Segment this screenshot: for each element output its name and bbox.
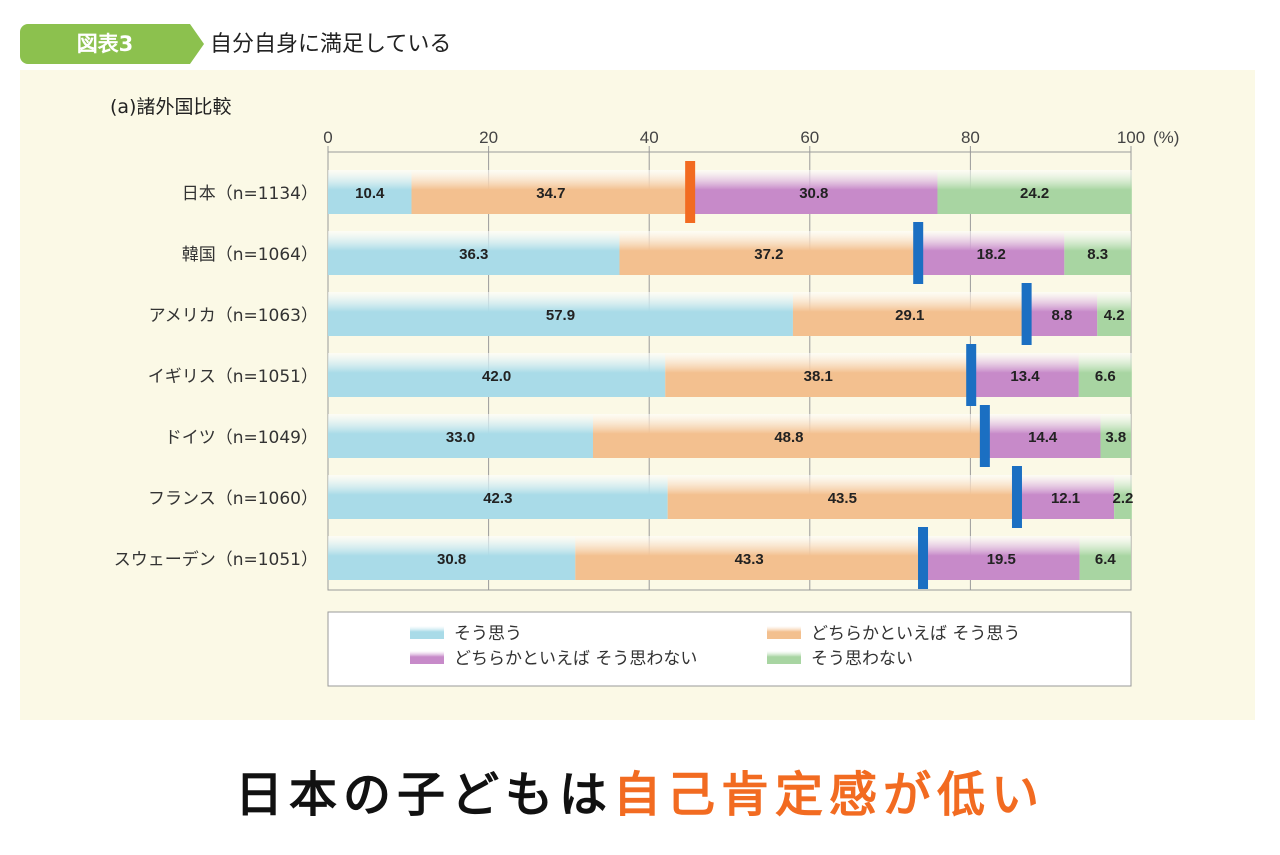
- data-label: 2.2: [1113, 490, 1134, 507]
- data-label: 30.8: [437, 551, 466, 568]
- data-label: 4.2: [1104, 307, 1125, 324]
- data-label: 43.5: [828, 490, 857, 507]
- legend-label: どちらかといえば そう思わない: [454, 649, 697, 669]
- bar-segment: [411, 170, 691, 214]
- bar-segment: [1078, 353, 1132, 397]
- legend-label: そう思う: [454, 624, 522, 644]
- category-label: スウェーデン（n=1051）: [114, 549, 318, 570]
- agreement-marker: [1011, 466, 1022, 528]
- category-label: 韓国（n=1064）: [182, 245, 318, 265]
- bar-segment: [328, 536, 576, 580]
- data-label: 8.8: [1052, 307, 1073, 324]
- data-label: 36.3: [459, 246, 488, 263]
- agreement-marker: [1021, 283, 1032, 345]
- data-label: 6.4: [1095, 551, 1117, 568]
- data-label: 37.2: [754, 246, 783, 263]
- caption-part2: 自己肯定感が低い: [613, 767, 1046, 823]
- chart-subtitle: (a)諸外国比較: [110, 96, 232, 118]
- category-label: ドイツ（n=1049）: [165, 428, 318, 448]
- x-tick-label: 0: [323, 128, 332, 147]
- bar-segment: [1016, 475, 1115, 519]
- bar-segment: [328, 475, 668, 519]
- data-label: 30.8: [799, 185, 828, 202]
- data-label: 18.2: [977, 246, 1006, 263]
- data-label: 42.0: [482, 368, 511, 385]
- data-label: 12.1: [1051, 490, 1080, 507]
- category-label: イギリス（n=1051）: [148, 367, 318, 387]
- legend-swatch: [767, 626, 801, 639]
- data-label: 34.7: [536, 185, 565, 202]
- agreement-marker: [685, 161, 696, 223]
- bar-segment: [792, 292, 1027, 336]
- legend-label: そう思わない: [811, 649, 913, 669]
- data-label: 33.0: [446, 429, 475, 446]
- agreement-marker: [966, 344, 977, 406]
- agreement-marker: [918, 527, 929, 589]
- bar-segment: [592, 414, 985, 458]
- data-label: 29.1: [895, 307, 924, 324]
- data-label: 48.8: [774, 429, 803, 446]
- caption-part1: 日本の子どもは: [234, 767, 613, 823]
- bar-segment: [1114, 475, 1132, 519]
- bar-segment: [937, 170, 1132, 214]
- bar-segment: [1079, 536, 1131, 580]
- x-tick-label: 60: [800, 128, 819, 147]
- bar-segment: [619, 231, 919, 275]
- bar-segment: [1097, 292, 1131, 336]
- legend-swatch: [767, 651, 801, 664]
- bar-segment: [328, 353, 666, 397]
- bar-segment: [1100, 414, 1131, 458]
- bar-segment: [971, 353, 1079, 397]
- agreement-marker: [979, 405, 990, 467]
- bar-segment: [328, 231, 620, 275]
- figure-title: 自分自身に満足している: [210, 32, 452, 57]
- legend-swatch: [410, 626, 444, 639]
- legend-label: どちらかといえば そう思う: [811, 624, 1020, 644]
- bar-segment: [918, 231, 1065, 275]
- bar-segment: [328, 170, 412, 214]
- bar-segment: [1026, 292, 1098, 336]
- legend-box: [327, 611, 1132, 687]
- bar-segment: [328, 292, 793, 336]
- data-label: 3.8: [1105, 429, 1126, 446]
- bar-segment: [667, 475, 1017, 519]
- bar-segment: [923, 536, 1080, 580]
- data-label: 19.5: [987, 551, 1016, 568]
- data-label: 8.3: [1087, 246, 1108, 263]
- x-tick-label: 100: [1117, 128, 1145, 147]
- bar-segment: [690, 170, 938, 214]
- data-label: 10.4: [355, 185, 385, 202]
- x-axis-unit: (%): [1153, 128, 1179, 147]
- agreement-marker: [913, 222, 924, 284]
- data-label: 14.4: [1028, 429, 1058, 446]
- data-label: 6.6: [1095, 368, 1116, 385]
- category-label: フランス（n=1060）: [148, 489, 318, 509]
- x-tick-label: 40: [640, 128, 659, 147]
- data-label: 43.3: [735, 551, 764, 568]
- bar-segment: [1064, 231, 1131, 275]
- data-label: 42.3: [483, 490, 512, 507]
- figure-badge: 図表3: [20, 24, 204, 64]
- x-tick-label: 20: [479, 128, 498, 147]
- data-label: 57.9: [546, 307, 575, 324]
- caption: 日本の子どもは自己肯定感が低い: [0, 755, 1280, 825]
- category-label: アメリカ（n=1063）: [149, 306, 318, 326]
- bar-segment: [328, 414, 593, 458]
- bar-segment: [665, 353, 972, 397]
- x-tick-label: 80: [961, 128, 980, 147]
- data-label: 24.2: [1020, 185, 1049, 202]
- legend-swatch: [410, 651, 444, 664]
- category-label: 日本（n=1134）: [182, 184, 318, 204]
- data-label: 13.4: [1010, 368, 1040, 385]
- bar-segment: [984, 414, 1101, 458]
- bar-segment: [575, 536, 924, 580]
- data-label: 38.1: [804, 368, 833, 385]
